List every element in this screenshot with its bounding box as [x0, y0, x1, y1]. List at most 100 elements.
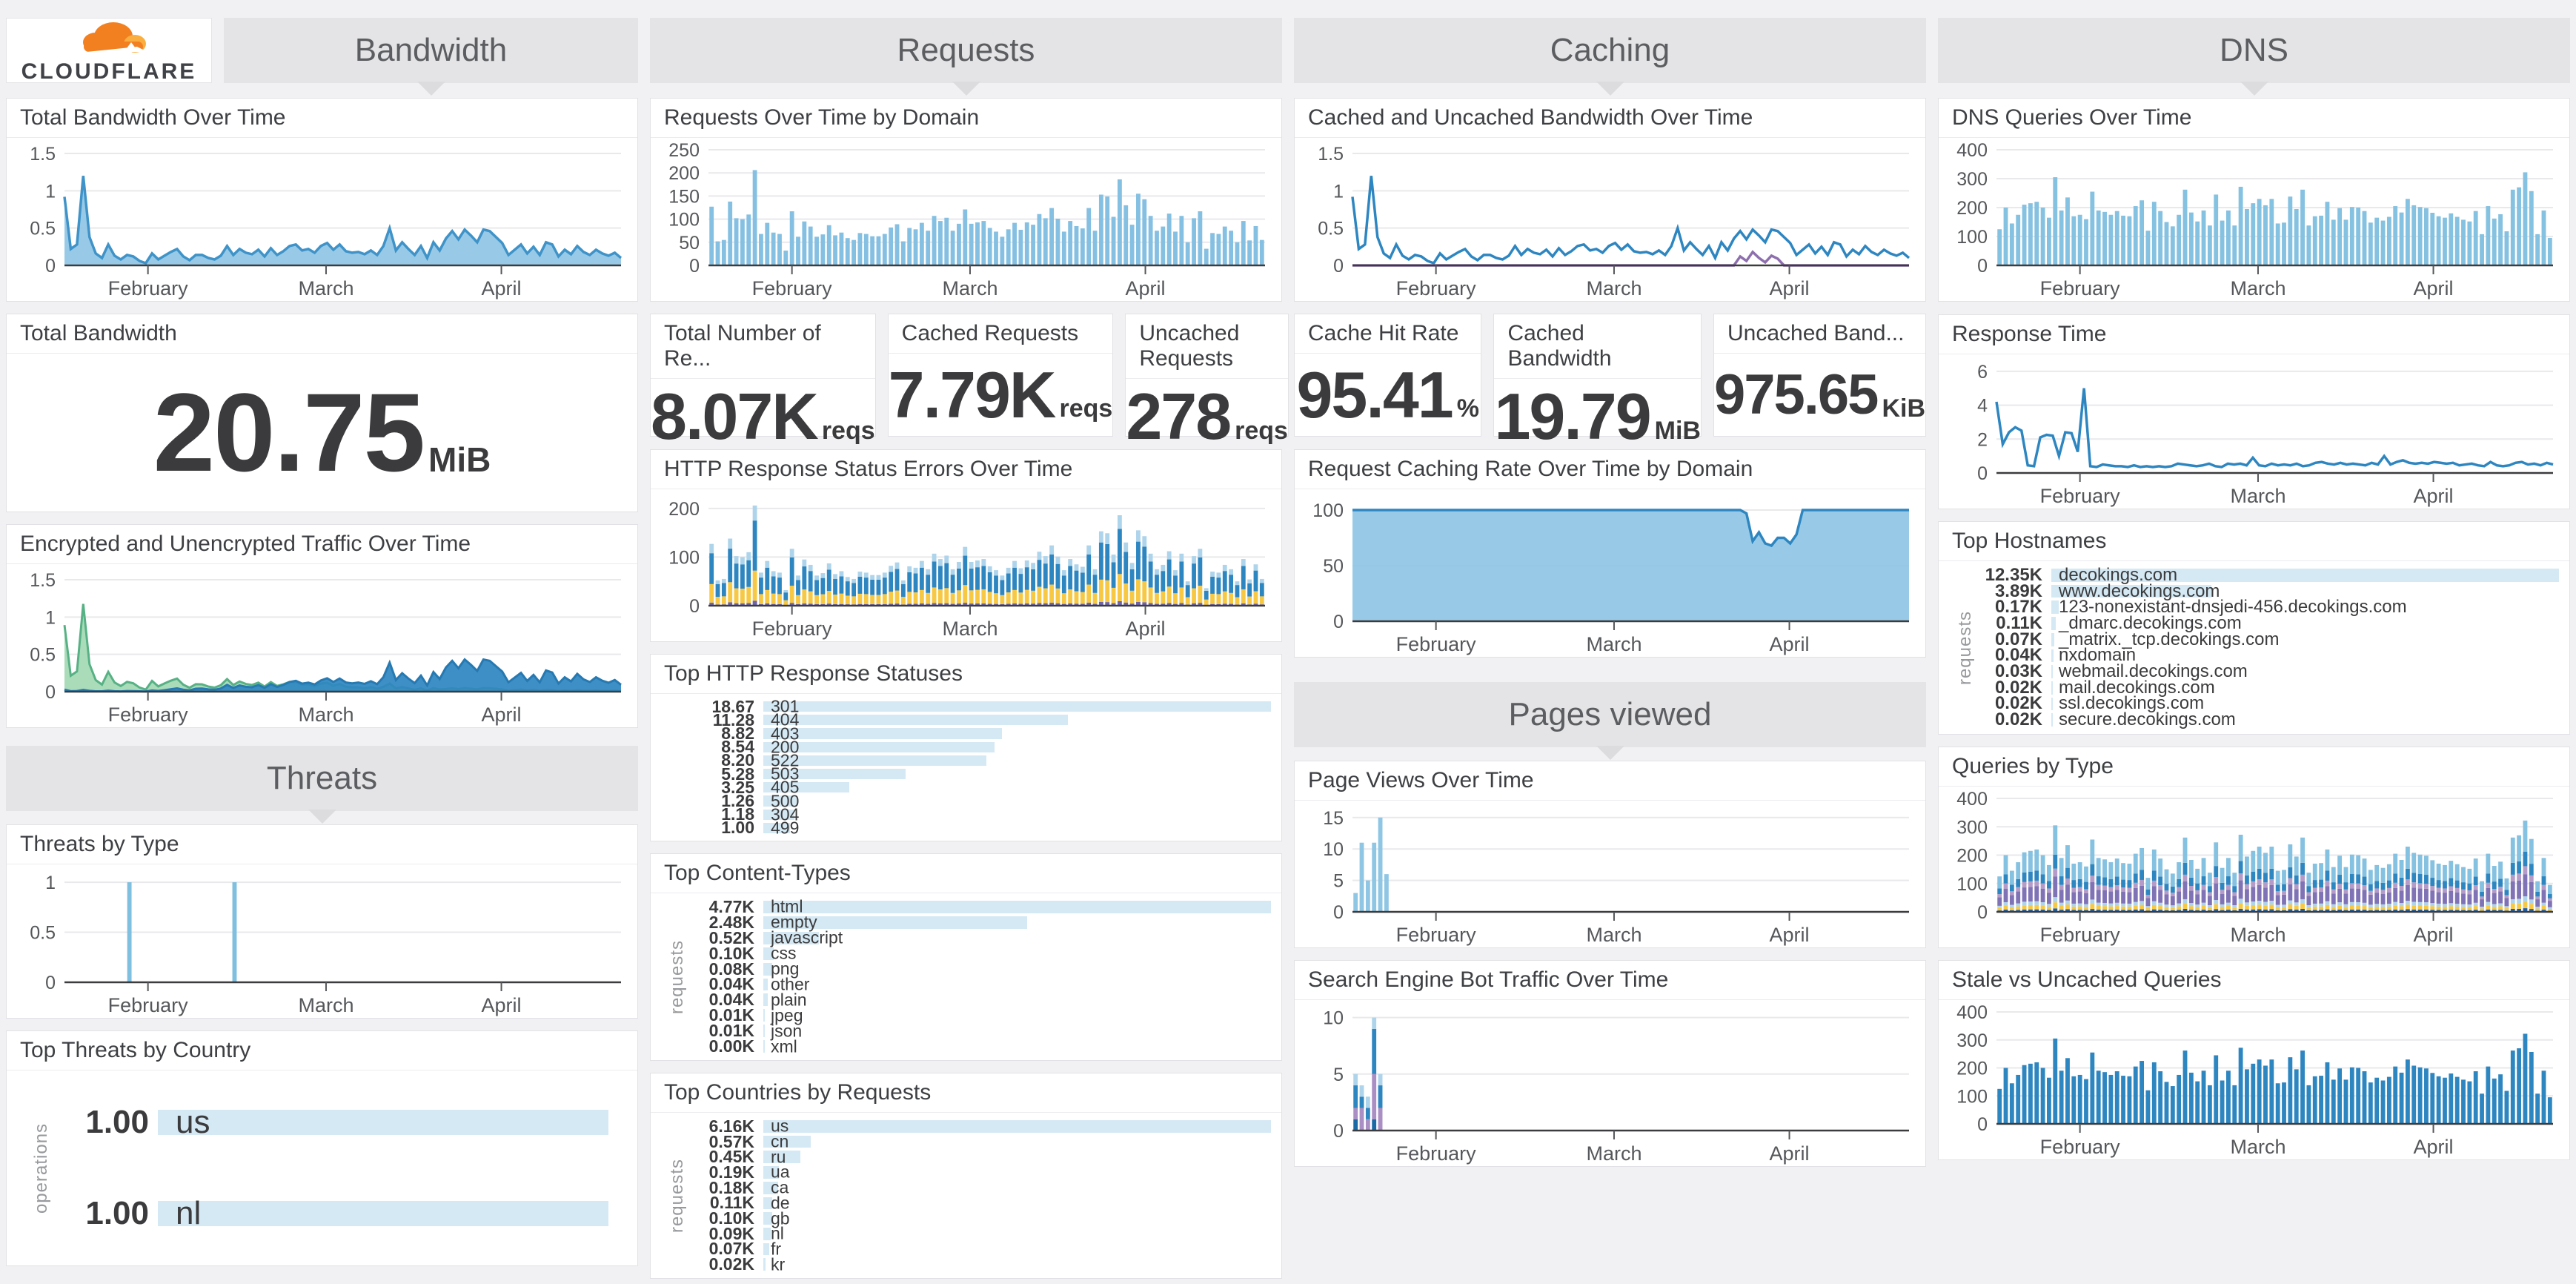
panel-top-content-types: Top Content-Types requests 4.77K html 2.48K…	[650, 853, 1282, 1061]
list-item-bar: 405	[763, 778, 1271, 797]
list-item-bar: gb	[763, 1208, 1271, 1228]
bot-traffic-stacked-bar-chart[interactable]: 0 5 10 February March April	[1295, 1000, 1925, 1166]
list-item[interactable]: 18.67 301	[683, 697, 1271, 716]
list-item[interactable]: 1.18 304	[683, 804, 1271, 824]
list-item-bar: 304	[763, 804, 1271, 824]
list-item[interactable]: 0.02K mail.decokings.com	[1971, 678, 2559, 698]
list-item[interactable]: 0.57K cn	[683, 1132, 1271, 1151]
list-item[interactable]: 6.16K us	[683, 1116, 1271, 1136]
list-item[interactable]: 11.28 404	[683, 710, 1271, 729]
top-threats-country-list[interactable]: operations 1.00 us 1.00 nl	[7, 1070, 637, 1265]
panel-top-hostnames: Top Hostnames requests 12.35K decokings.co…	[1938, 521, 2570, 735]
svg-text:300: 300	[1956, 169, 1988, 190]
svg-text:February: February	[1396, 633, 1477, 655]
list-item[interactable]: 0.07K fr	[683, 1239, 1271, 1259]
svg-text:400: 400	[1956, 140, 1988, 161]
list-item[interactable]: 2.48K empty	[683, 913, 1271, 932]
list-item[interactable]: 0.10K css	[683, 944, 1271, 963]
list-item[interactable]: 0.17K 123-nonexistant-dnsjedi-456.decokin…	[1971, 597, 2559, 617]
list-item[interactable]: 1.00 nl	[39, 1195, 627, 1232]
list-item[interactable]: 0.52K javascript	[683, 928, 1271, 947]
list-item-bar: xml	[763, 1036, 1271, 1056]
panel-title: Uncached Band...	[1713, 314, 1925, 354]
list-item[interactable]: 1.00 us	[39, 1104, 627, 1141]
list-item[interactable]: 0.08K png	[683, 959, 1271, 979]
list-item-label: ssl.decokings.com	[2059, 693, 2205, 714]
list-item[interactable]: 3.25 405	[683, 778, 1271, 797]
list-item[interactable]: 0.11K _dmarc.decokings.com	[1971, 613, 2559, 633]
list-item-label: nxdomain	[2059, 645, 2137, 666]
panel-queries-by-type: Queries by Type 0 100 200 300 400 February Mar…	[1938, 747, 2570, 948]
panel-title: Encrypted and Unencrypted Traffic Over T…	[7, 525, 637, 564]
list-item[interactable]: 0.04K plain	[683, 990, 1271, 1009]
list-item[interactable]: 0.04K other	[683, 974, 1271, 994]
svg-text:0: 0	[1977, 902, 1988, 923]
list-item-value: 3.89K	[1994, 580, 2042, 601]
list-item[interactable]: 0.45K ru	[683, 1147, 1271, 1167]
top-hostnames-list[interactable]: requests 12.35K decokings.com 3.89K www.deco…	[1939, 561, 2569, 734]
list-item[interactable]: 3.89K www.decokings.com	[1971, 580, 2559, 601]
section-header-requests[interactable]: Requests	[650, 18, 1282, 96]
list-item[interactable]: 0.19K ua	[683, 1162, 1271, 1182]
svg-text:February: February	[108, 277, 189, 300]
panel-cached-uncached-bw: Cached and Uncached Bandwidth Over Time …	[1294, 98, 1926, 302]
top-statuses-list[interactable]: 18.67 301 11.28 404 8.82 403 8.54 200 8.20 522 5.2…	[651, 694, 1281, 841]
list-item[interactable]: 0.04K nxdomain	[1971, 645, 2559, 666]
encrypted-traffic-area-chart[interactable]: 0 0.5 1 1.5 February March April	[7, 564, 637, 727]
list-item[interactable]: 0.09K nl	[683, 1224, 1271, 1243]
top-countries-list[interactable]: requests 6.16K us 0.57K cn 0.45K ru 0.19K ua 0.18…	[651, 1113, 1281, 1278]
threats-by-type-bar-chart[interactable]: 0 0.5 1 February March April	[7, 864, 637, 1018]
section-header-pages-viewed[interactable]: Pages viewed	[1294, 682, 1926, 760]
list-item-label: secure.decokings.com	[2059, 709, 2236, 730]
list-item-label: other	[771, 974, 810, 994]
list-item[interactable]: 0.18K ca	[683, 1178, 1271, 1197]
list-item[interactable]: 5.28 503	[683, 764, 1271, 784]
list-item[interactable]: 8.54 200	[683, 737, 1271, 756]
list-item[interactable]: 0.02K secure.decokings.com	[1971, 709, 2559, 730]
list-item-label: gb	[771, 1208, 790, 1228]
list-item[interactable]: 0.01K jpeg	[683, 1005, 1271, 1025]
list-item-bar: 403	[763, 724, 1271, 743]
total-bandwidth-area-chart[interactable]: 0 0.5 1 1.5 February March April	[7, 138, 637, 301]
svg-text:5: 5	[1333, 1065, 1344, 1085]
list-item[interactable]: 4.77K html	[683, 897, 1271, 916]
svg-text:250: 250	[668, 140, 700, 161]
list-item[interactable]: 8.82 403	[683, 724, 1271, 743]
list-item-value: 0.04K	[1994, 645, 2042, 666]
section-header-threats[interactable]: Threats	[6, 746, 638, 824]
list-item[interactable]: 8.20 522	[683, 750, 1271, 770]
response-time-line-chart[interactable]: 0 2 4 6 February March April	[1939, 354, 2569, 509]
list-item[interactable]: 1.00 499	[683, 818, 1271, 837]
panel-page-views: Page Views Over Time 0 5 10 15 February March…	[1294, 761, 1926, 948]
list-item[interactable]: 0.02K ssl.decokings.com	[1971, 693, 2559, 714]
http-errors-stacked-bar-chart[interactable]: 0 100 200 February March April	[651, 489, 1281, 641]
list-item-value: 12.35K	[1985, 564, 2042, 585]
section-header-caching[interactable]: Caching	[1294, 18, 1926, 96]
list-item-label: ru	[771, 1147, 786, 1167]
list-item[interactable]: 1.26 500	[683, 791, 1271, 810]
page-views-bar-chart[interactable]: 0 5 10 15 February March April	[1295, 801, 1925, 947]
svg-text:100: 100	[668, 547, 700, 568]
list-item-bar: ua	[763, 1162, 1271, 1182]
svg-text:10: 10	[1323, 839, 1344, 860]
list-item[interactable]: 0.01K json	[683, 1021, 1271, 1040]
list-item-label: fr	[771, 1239, 782, 1259]
cached-uncached-line-chart[interactable]: 0 0.5 1 1.5 February March April	[1295, 138, 1925, 301]
list-item[interactable]: 12.35K decokings.com	[1971, 564, 2559, 585]
svg-text:April: April	[482, 994, 522, 1016]
section-header-bandwidth[interactable]: Bandwidth	[224, 18, 638, 96]
caching-rate-area-chart[interactable]: 0 50 100 February March April	[1295, 489, 1925, 657]
panel-total-bandwidth-stat: Total Bandwidth 20.75 MiB	[6, 314, 638, 512]
stale-uncached-bar-chart[interactable]: 0 100 200 300 400 February March April	[1939, 1000, 2569, 1159]
dns-queries-bar-chart[interactable]: 0 100 200 300 400 February March April	[1939, 138, 2569, 301]
requests-over-time-bar-chart[interactable]: 0 50 100 150 200 250 February March April	[651, 138, 1281, 301]
queries-by-type-stacked-bar-chart[interactable]: 0 100 200 300 400 February March April	[1939, 787, 2569, 947]
list-item[interactable]: 0.03K webmail.decokings.com	[1971, 661, 2559, 681]
section-header-dns[interactable]: DNS	[1938, 18, 2570, 96]
list-item[interactable]: 0.02K kr	[683, 1254, 1271, 1274]
list-item[interactable]: 0.00K xml	[683, 1036, 1271, 1056]
list-item[interactable]: 0.07K _matrix._tcp.decokings.com	[1971, 629, 2559, 649]
top-content-types-list[interactable]: requests 4.77K html 2.48K empty 0.52K javascri…	[651, 893, 1281, 1060]
list-item[interactable]: 0.10K gb	[683, 1208, 1271, 1228]
list-item[interactable]: 0.11K de	[683, 1193, 1271, 1212]
